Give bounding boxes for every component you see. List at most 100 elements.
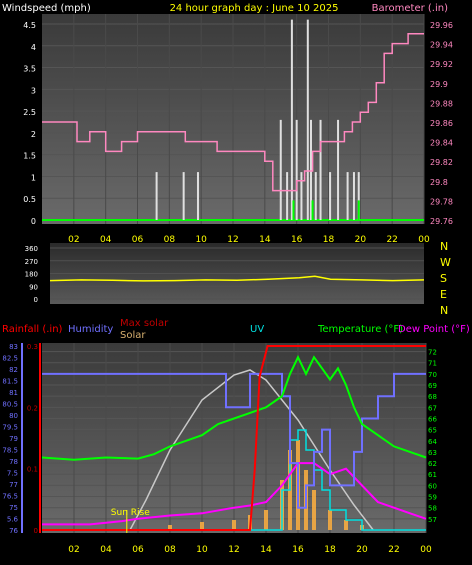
temperature-tick-label: 70	[428, 371, 437, 379]
temperature-tick-label: 57	[428, 516, 437, 524]
wind-tick-label: 1	[31, 173, 36, 182]
weather-x-tick-label: 06	[132, 545, 144, 555]
legend-label: Humidity	[68, 324, 113, 335]
baro-tick-label: 29.86	[430, 119, 453, 128]
baro-tick-label: 29.88	[430, 99, 453, 108]
rainfall-tick-label: 0.3	[27, 343, 38, 351]
weather-x-tick-label: 16	[292, 545, 304, 555]
uv-line	[42, 429, 426, 531]
weather-x-tick-label: 22	[388, 545, 399, 555]
grid-lines	[42, 14, 427, 533]
wind-x-tick-label: 02	[68, 235, 79, 245]
humidity-tick-label: 78	[9, 458, 18, 466]
humidity-tick-label: 81.5	[2, 378, 18, 386]
humidity-tick-label: 79	[9, 435, 18, 443]
temperature-tick-label: 69	[428, 382, 437, 390]
legend-label: Temperature (°F)	[317, 324, 403, 335]
solar-bar	[264, 510, 268, 530]
wind-x-tick-label: 20	[355, 235, 367, 245]
compass-label: N	[440, 304, 448, 317]
weather-x-tick-label: 04	[100, 545, 112, 555]
baro-tick-label: 29.84	[430, 139, 453, 148]
weather-x-tick-label: 02	[68, 545, 79, 555]
barometer-axis-label: Barometer (.in)	[372, 3, 448, 14]
solar-bar	[200, 522, 204, 530]
wind-tick-label: 1.5	[23, 152, 36, 161]
temperature-tick-label: 64	[428, 438, 437, 446]
wind-tick-label: 0	[31, 217, 36, 226]
wind-x-tick-label: 14	[259, 235, 271, 245]
dew-point-line	[42, 462, 427, 526]
wind-x-tick-label: 04	[100, 235, 112, 245]
temperature-tick-label: 68	[428, 393, 437, 401]
temperature-tick-label: 72	[428, 349, 437, 357]
direction-tick-label: 0	[34, 296, 38, 304]
temperature-tick-label: 60	[428, 482, 437, 490]
baro-tick-label: 29.92	[430, 60, 453, 69]
barometer-line	[42, 33, 424, 192]
weather-x-tick-label: 00	[420, 545, 432, 555]
rainfall-tick-label: 0.2	[27, 404, 38, 412]
humidity-tick-label: 83	[9, 343, 18, 351]
baro-tick-label: 29.9	[430, 80, 448, 89]
baro-tick-label: 29.8	[430, 178, 448, 187]
wind-direction-line	[49, 275, 425, 282]
humidity-tick-label: 7.5	[7, 470, 18, 478]
wind-tick-label: 3.5	[23, 65, 36, 74]
solar-bar	[328, 510, 332, 530]
legend-label: Rainfall (.in)	[2, 324, 63, 335]
wind-x-tick-label: 12	[227, 235, 238, 245]
temperature-tick-label: 62	[428, 460, 437, 468]
wind-x-tick-label: 16	[291, 235, 303, 245]
humidity-tick-label: 75	[9, 504, 18, 512]
legend-label: Solar	[120, 330, 146, 341]
weather-x-tick-label: 14	[260, 545, 272, 555]
weather-x-tick-label: 08	[164, 545, 176, 555]
weather-x-tick-label: 18	[324, 545, 336, 555]
text-layer: 0 0.5 1 1.5 2 2.5 3 3.5 4 4.5 29.76 29.78 29.8 29.82 2…	[2, 3, 470, 555]
baro-tick-label: 29.82	[430, 158, 453, 167]
temperature-tick-label: 63	[428, 449, 437, 457]
compass-label: E	[440, 288, 447, 301]
humidity-tick-label: 82.5	[2, 355, 18, 363]
wind-tick-label: 2	[31, 130, 36, 139]
wind-x-tick-label: 08	[164, 235, 176, 245]
weather-x-tick-label: 12	[228, 545, 239, 555]
compass-label: S	[440, 272, 447, 285]
wind-x-tick-label: 22	[386, 235, 397, 245]
temperature-tick-label: 66	[428, 415, 437, 423]
temperature-tick-label: 61	[428, 471, 437, 479]
temperature-tick-label: 65	[428, 427, 437, 435]
direction-tick-label: 360	[25, 245, 38, 253]
solar-bar	[344, 520, 348, 530]
temperature-tick-label: 67	[428, 404, 437, 412]
humidity-tick-label: 80	[9, 412, 18, 420]
compass-label: N	[440, 240, 448, 253]
solar-bar	[312, 490, 316, 530]
wind-tick-label: 4	[31, 43, 36, 52]
humidity-tick-label: 77	[9, 481, 18, 489]
direction-tick-label: 90	[29, 283, 38, 291]
humidity-tick-label: 79.5	[2, 424, 18, 432]
legend-label: UV	[250, 324, 264, 335]
humidity-tick-label: 82	[9, 366, 18, 374]
baro-tick-label: 29.94	[430, 41, 453, 50]
temperature-line	[41, 354, 427, 461]
wind-tick-label: 2.5	[23, 108, 36, 117]
max-solar-curve	[129, 369, 374, 531]
compass-label: W	[440, 256, 451, 269]
rainfall-tick-label: 0	[34, 527, 38, 535]
baro-tick-label: 29.76	[430, 217, 453, 226]
baro-tick-label: 29.78	[430, 197, 453, 206]
baro-tick-label: 29.96	[430, 21, 453, 30]
direction-tick-label: 270	[25, 258, 38, 266]
humidity-tick-label: 80.5	[2, 401, 18, 409]
humidity-tick-label: 76.5	[2, 493, 18, 501]
wind-tick-label: 0.5	[23, 195, 36, 204]
wind-x-tick-label: 00	[418, 235, 430, 245]
direction-tick-label: 180	[25, 271, 38, 279]
weather-x-tick-label: 10	[196, 545, 208, 555]
humidity-tick-label: 81	[9, 389, 18, 397]
